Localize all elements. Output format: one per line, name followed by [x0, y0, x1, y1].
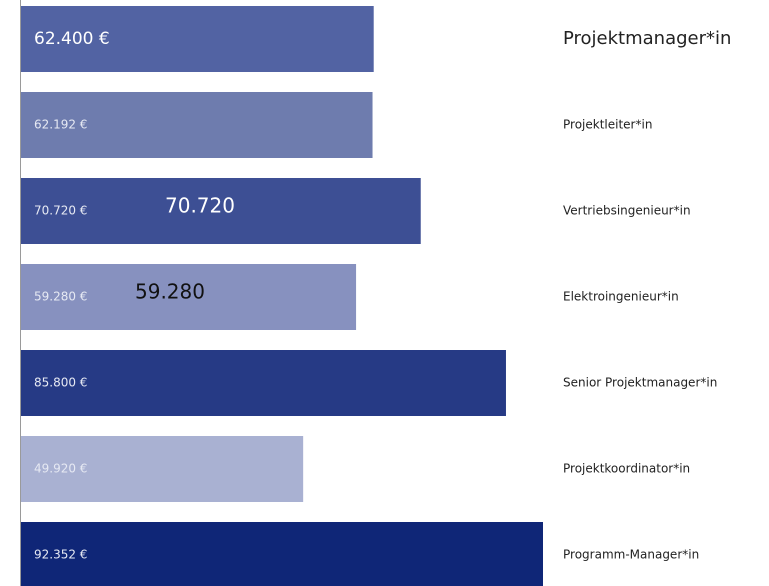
- value-label: 62.400 €: [34, 29, 110, 49]
- category-label: Projektleiter*in: [563, 118, 652, 132]
- bar: [21, 436, 304, 502]
- bar: [21, 350, 506, 416]
- bar: [21, 178, 421, 244]
- bar: [21, 264, 357, 330]
- bar: [21, 92, 373, 158]
- category-label: Programm-Manager*in: [563, 548, 699, 562]
- bar: [21, 522, 543, 586]
- category-label: Senior Projektmanager*in: [563, 376, 717, 390]
- annotation: 59.280: [135, 280, 205, 304]
- category-label: Elektroingenieur*in: [563, 290, 679, 304]
- bar: [21, 6, 374, 72]
- value-label: 49.920 €: [34, 462, 87, 476]
- value-label: 59.280 €: [34, 290, 87, 304]
- category-label: Projektkoordinator*in: [563, 462, 690, 476]
- annotation: 70.720: [165, 194, 235, 218]
- value-label: 62.192 €: [34, 118, 87, 132]
- category-label: Vertriebsingenieur*in: [563, 204, 691, 218]
- value-label: 92.352 €: [34, 548, 87, 562]
- value-label: 70.720 €: [34, 204, 87, 218]
- category-label: Projektmanager*in: [563, 28, 731, 49]
- value-label: 85.800 €: [34, 376, 87, 390]
